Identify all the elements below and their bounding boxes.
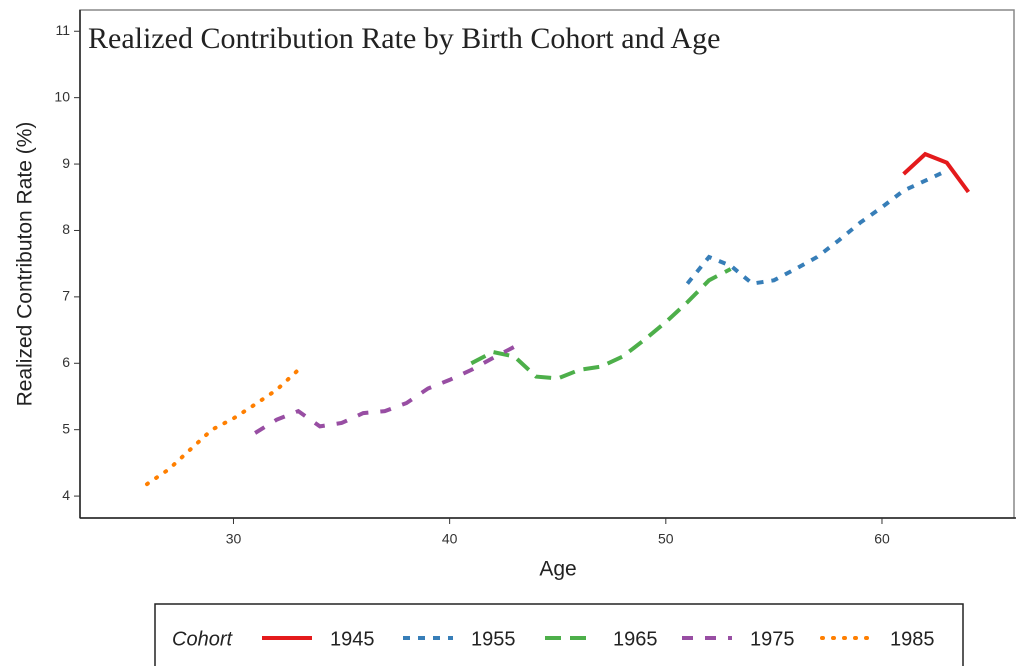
legend-label: 1955	[471, 628, 516, 650]
series-line	[470, 267, 732, 381]
x-tick-label: 50	[658, 531, 674, 547]
y-tick-label: 8	[62, 221, 70, 237]
x-tick-label: 40	[442, 531, 458, 547]
series-line	[685, 168, 948, 286]
legend-label: 1945	[330, 628, 375, 650]
y-tick-label: 6	[62, 354, 70, 370]
x-axis-label: Age	[539, 558, 576, 581]
y-tick-label: 10	[54, 88, 70, 104]
plot-border	[79, 9, 1015, 519]
y-tick-label: 4	[62, 487, 70, 503]
legend-label: 1965	[613, 628, 658, 650]
legend-label: 1985	[890, 628, 935, 650]
legend-title: Cohort	[172, 628, 233, 650]
y-tick-label: 9	[62, 155, 70, 171]
series-line	[254, 344, 516, 435]
y-tick-label: 7	[62, 288, 70, 304]
chart-title: Realized Contribution Rate by Birth Coho…	[88, 22, 720, 55]
series-line	[145, 367, 301, 487]
y-tick-label: 11	[55, 22, 70, 38]
legend-box	[154, 603, 964, 666]
y-tick-label: 5	[62, 420, 70, 436]
y-axis-label: Realized Contributon Rate (%)	[14, 122, 37, 407]
legend-label: 1975	[750, 628, 795, 650]
x-tick-label: 60	[874, 531, 890, 547]
x-tick-label: 30	[226, 531, 242, 547]
series-line	[902, 151, 971, 194]
